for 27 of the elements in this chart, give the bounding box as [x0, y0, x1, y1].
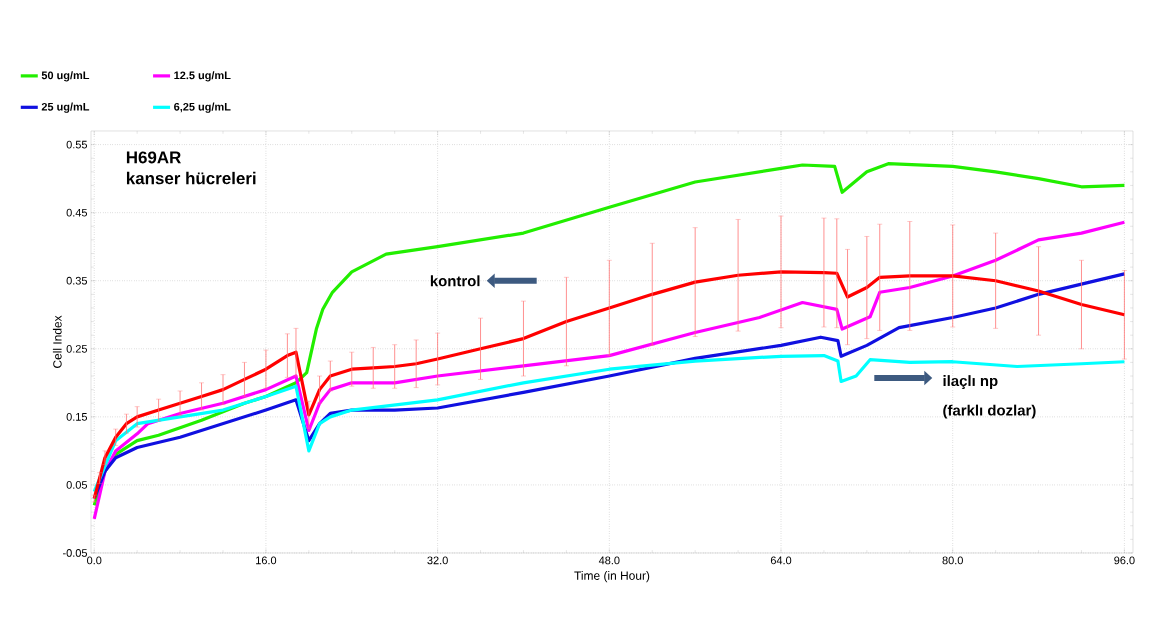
x-tick-label: 80.0: [942, 556, 963, 565]
y-tick-label: 0.45: [66, 208, 88, 217]
x-tick-label: 96.0: [1114, 556, 1135, 565]
text: kanser hücreleri: [126, 171, 256, 185]
text: H69AR: [126, 151, 181, 164]
y-tick-label: 0.25: [66, 344, 88, 353]
y-tick-label: 0.55: [66, 140, 88, 149]
legend-label: 50 ug/mL: [41, 71, 90, 82]
x-tick-label: 0.0: [87, 556, 102, 565]
annotation: ilaçlı np: [943, 375, 998, 390]
annotation: (farklı dozlar): [943, 404, 1036, 419]
annotation: kontrol: [430, 275, 480, 287]
x-tick-label: 64.0: [770, 556, 792, 565]
y-tick-label: 0.05: [66, 481, 88, 489]
y-axis-title: Cell Index: [52, 315, 62, 368]
legend-label: 12.5 ug/mL: [174, 71, 231, 82]
y-tick-label: 0.35: [66, 276, 88, 285]
x-axis-title: Time (in Hour): [574, 571, 650, 583]
legend-label: 25 ug/mL: [41, 102, 90, 113]
legend-label: 6,25 ug/mL: [174, 102, 231, 113]
line-series: [92, 220, 1126, 521]
x-tick-label: 16.0: [256, 556, 277, 565]
x-tick-label: 48.0: [598, 556, 620, 565]
x-tick-label: 32.0: [427, 556, 448, 565]
y-tick-label: -0.05: [63, 549, 88, 557]
y-tick-label: 0.15: [66, 412, 88, 421]
line-series: [92, 353, 1126, 494]
